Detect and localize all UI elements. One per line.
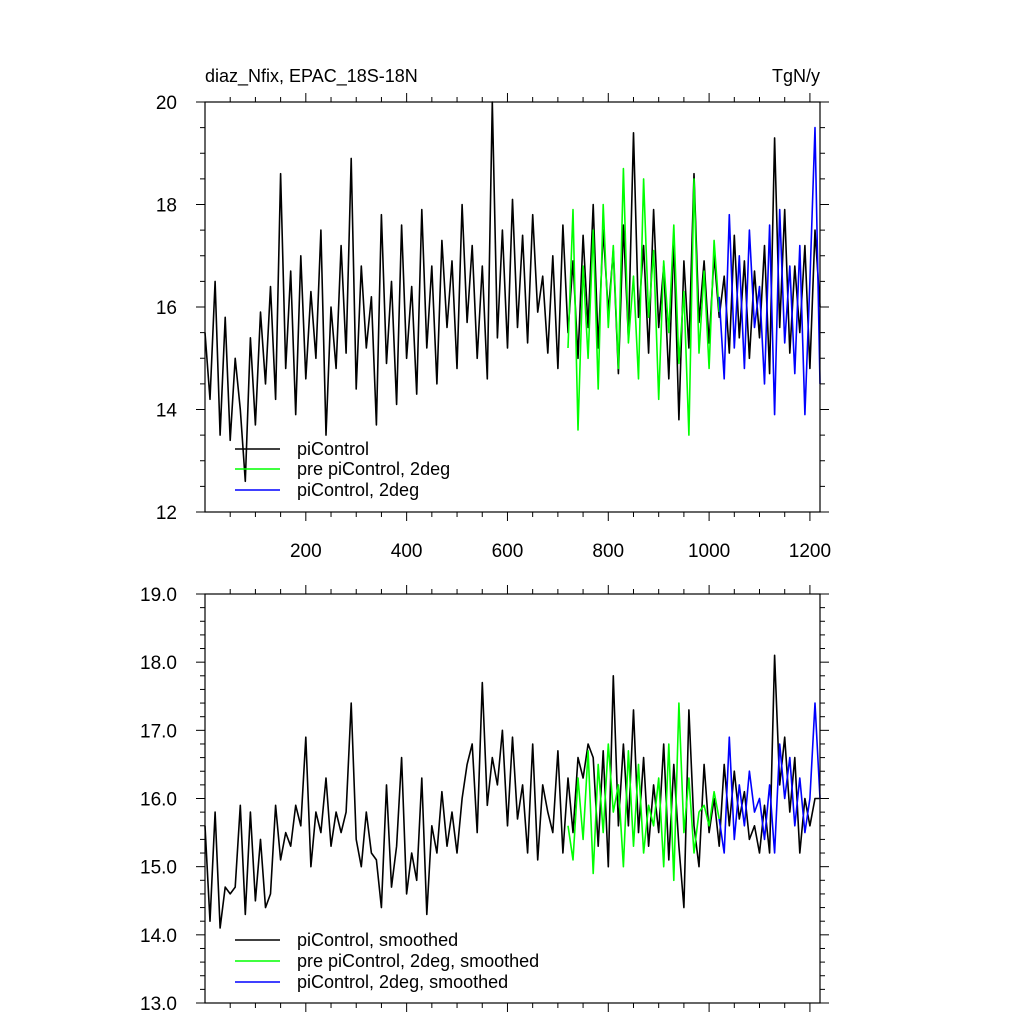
y-tick-label: 16 [156,298,177,319]
series-line-1 [567,702,720,882]
y-tick-label: 20 [156,93,177,114]
y-tick-label: 14.0 [140,926,177,947]
legend-label: pre piControl, 2deg, smoothed [297,951,539,971]
x-tick-label: 1000 [688,541,730,562]
x-tick-label: 800 [592,541,624,562]
legend-label: pre piControl, 2deg [297,459,450,479]
bottom-panel: 13.0 14.0 15.0 16.0 17.0 18.0 19.0 piControl, s… [140,585,829,1015]
top-panel: 200 400 600 800 1000 12001214161820piControlp… [156,93,831,562]
y-tick-label: 17.0 [140,721,177,742]
series-line-0 [204,654,820,929]
y-tick-label: 18.0 [140,653,177,674]
legend-label: piControl, 2deg, smoothed [297,972,508,992]
y-tick-label: 14 [156,401,178,422]
series-line-2 [718,702,821,854]
y-tick-label: 12 [156,503,177,524]
y-tick-label: 19.0 [140,585,177,606]
x-tick-label: 200 [290,541,322,562]
series-line-2 [718,126,821,416]
y-tick-label: 18 [156,196,177,217]
y-tick-label: 15.0 [140,858,177,879]
legend-label: piControl, 2deg [297,480,419,500]
legend-label: piControl [297,439,369,459]
series-line-1 [567,167,720,436]
chart-title: diaz_Nfix, EPAC_18S-18N [205,66,418,87]
x-tick-label: 400 [391,541,423,562]
y-tick-label: 16.0 [140,790,177,811]
y-tick-label: 13.0 [140,994,177,1015]
legend-label: piControl, smoothed [297,930,458,950]
x-tick-label: 1200 [789,541,831,562]
x-tick-label: 600 [492,541,524,562]
series-line-0 [204,101,821,483]
units-label: TgN/y [772,66,820,86]
